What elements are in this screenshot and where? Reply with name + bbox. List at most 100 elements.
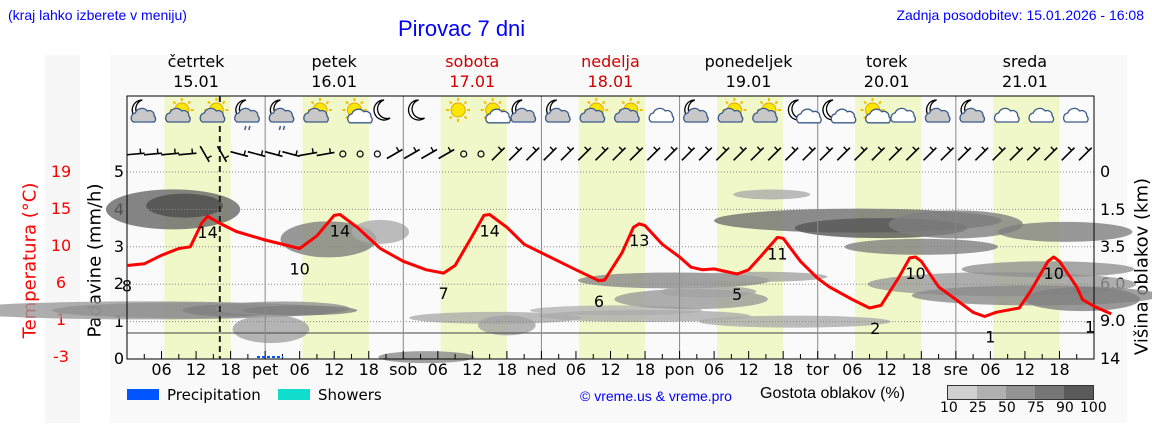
wind-barb-flag bbox=[224, 155, 230, 159]
wind-barb-icon bbox=[577, 147, 592, 161]
x-tick-label: 18 bbox=[911, 360, 932, 379]
x-tick-label: 18 bbox=[634, 360, 656, 379]
scale-label: 75 bbox=[1027, 400, 1045, 416]
temp-tick: 15 bbox=[50, 199, 72, 218]
wind-barb-icon bbox=[543, 147, 557, 161]
temp-tick: 1 bbox=[55, 310, 67, 329]
wind-barb-icon bbox=[1043, 147, 1058, 161]
day-date: 17.01 bbox=[449, 72, 496, 91]
sun-small-cloud-icon bbox=[860, 98, 891, 124]
cloud-height-tick: 0 bbox=[1100, 162, 1111, 181]
copyright-link[interactable]: © vreme.us & vreme.pro bbox=[580, 388, 732, 404]
moon-cloud-rain-icon bbox=[268, 99, 295, 131]
x-tick-label: tor bbox=[806, 360, 830, 379]
calm-wind-icon bbox=[339, 150, 347, 158]
wind-barb-flag bbox=[791, 146, 796, 151]
wind-barb-flag bbox=[497, 146, 503, 151]
wind-barb-flag bbox=[532, 146, 537, 151]
temperature-label: 14 bbox=[479, 222, 499, 241]
temp-tick: 19 bbox=[50, 162, 72, 181]
temperature-label: 10 bbox=[1044, 264, 1064, 283]
wind-barb-icon bbox=[698, 147, 713, 161]
wind-barb-flag bbox=[739, 146, 745, 151]
cloud-density-blob bbox=[693, 271, 828, 282]
day-name: četrtek bbox=[167, 52, 225, 71]
day-header: torek 20.01 bbox=[818, 52, 956, 92]
precipitation-legend-swatch bbox=[127, 389, 159, 400]
scale-swatch bbox=[977, 386, 1006, 399]
x-tick-label: 12 bbox=[1014, 360, 1036, 379]
day-header: sobota 17.01 bbox=[403, 52, 541, 92]
precip-tick: 5 bbox=[113, 162, 124, 181]
temp-tick: 10 bbox=[50, 236, 72, 255]
precipitation-legend-label: Precipitation bbox=[167, 386, 261, 404]
scale-label: 90 bbox=[1056, 400, 1074, 416]
wind-barb-flag bbox=[929, 146, 934, 151]
x-tick-label: 18 bbox=[496, 360, 518, 379]
day-name: sobota bbox=[445, 52, 500, 71]
wind-barb-icon bbox=[299, 151, 318, 157]
wind-barb-flag bbox=[515, 146, 520, 151]
scale-label: 100 bbox=[1080, 400, 1107, 416]
wind-barb-flag bbox=[1050, 146, 1055, 151]
temp-tick: -3 bbox=[53, 347, 69, 366]
wind-barb-flag bbox=[206, 155, 212, 159]
calm-wind-icon bbox=[373, 150, 381, 158]
wind-barb-icon bbox=[767, 147, 782, 161]
precip-tick: 3 bbox=[113, 237, 124, 256]
wind-barb-flag bbox=[395, 146, 400, 152]
wind-barb-flag bbox=[825, 146, 831, 151]
precip-tick: 1 bbox=[113, 312, 124, 331]
wind-barb-flag bbox=[295, 150, 298, 156]
wind-barb-icon bbox=[420, 148, 438, 160]
wind-barb-flag bbox=[584, 146, 589, 151]
wind-barb-icon bbox=[957, 147, 972, 161]
wind-barb-icon bbox=[525, 147, 540, 161]
sun-cloud-icon bbox=[752, 98, 781, 123]
wind-barb-icon bbox=[1078, 147, 1093, 161]
wind-barb-icon bbox=[403, 148, 421, 160]
x-tick-label: 18 bbox=[220, 360, 241, 379]
location-hint: (kraj lahko izberete v meniju) bbox=[8, 7, 187, 23]
wind-barb-flag bbox=[549, 146, 555, 151]
cloud-icon bbox=[993, 107, 1020, 123]
wind-barb-icon bbox=[733, 147, 747, 161]
wind-barb-icon bbox=[560, 147, 575, 161]
day-date: 18.01 bbox=[587, 72, 634, 91]
day-header: četrtek 15.01 bbox=[127, 52, 265, 92]
wind-barb-icon bbox=[888, 147, 903, 161]
cloud-density-scale bbox=[947, 385, 1094, 400]
cloud-density-blob bbox=[844, 238, 999, 255]
wind-barb-icon bbox=[161, 152, 180, 156]
day-header: nedelja 18.01 bbox=[541, 52, 679, 92]
wind-barb-flag bbox=[998, 146, 1004, 151]
temperature-label: 5 bbox=[732, 285, 742, 304]
cloud-density-blob bbox=[539, 309, 751, 322]
wind-barb-icon bbox=[802, 147, 817, 161]
wind-barb-icon bbox=[491, 147, 506, 161]
sun-cloud-icon bbox=[717, 98, 747, 123]
wind-barb-flag bbox=[566, 146, 572, 151]
cloud-height-tick: 1.5 bbox=[1100, 200, 1126, 219]
day-name: sreda bbox=[1002, 52, 1048, 71]
cloud-density-blob bbox=[242, 305, 358, 316]
scale-swatch bbox=[1006, 386, 1035, 399]
wind-barb-icon bbox=[199, 145, 210, 163]
cloud-density-blob bbox=[351, 219, 410, 244]
wind-barb-icon bbox=[1009, 147, 1024, 161]
precip-tick: 0 bbox=[113, 349, 124, 368]
wind-barb-flag bbox=[670, 146, 675, 151]
x-tick-label: 06 bbox=[289, 360, 310, 379]
wind-barb-icon bbox=[664, 147, 678, 161]
wind-barb-flag bbox=[635, 146, 641, 151]
temperature-line bbox=[126, 213, 1112, 318]
wind-barb-flag bbox=[413, 146, 417, 152]
temperature-label: 8 bbox=[122, 277, 132, 296]
cloud-density-blob bbox=[733, 189, 811, 200]
cloud-density-blob bbox=[698, 315, 891, 328]
temperature-label: 10 bbox=[905, 264, 925, 283]
wind-barb-icon bbox=[594, 147, 609, 161]
day-header: sreda 21.01 bbox=[956, 52, 1094, 92]
x-tick-label: pet bbox=[252, 360, 279, 379]
wind-barb-icon bbox=[1061, 147, 1076, 161]
